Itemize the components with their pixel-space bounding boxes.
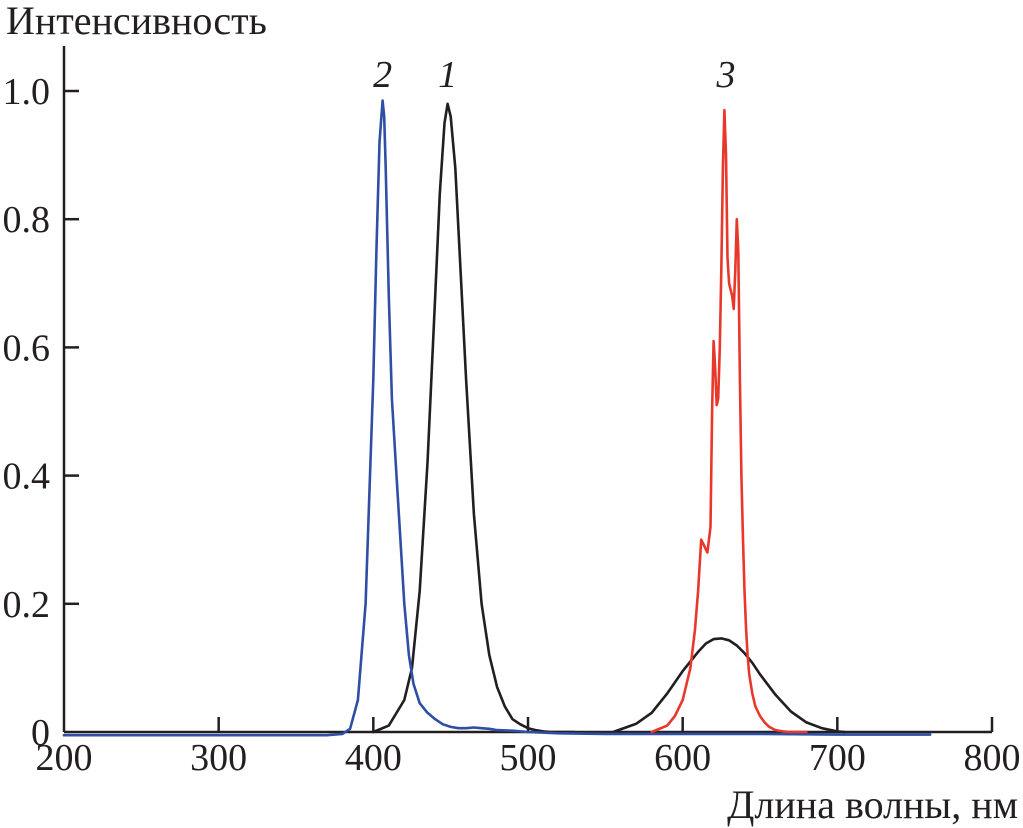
series-line-2 — [62, 99, 932, 737]
x-tick-label: 800 — [964, 737, 1021, 779]
y-axis-title: Интенсивность — [6, 0, 267, 43]
x-tick-label: 700 — [809, 737, 866, 779]
x-tick-label: 300 — [190, 737, 247, 779]
series-lines — [62, 99, 932, 737]
series-label-1: 1 — [438, 54, 457, 96]
x-tick-label: 600 — [654, 737, 711, 779]
series-label-2: 2 — [373, 54, 392, 96]
y-tick-label: 0 — [31, 712, 50, 754]
y-tick-label: 0.8 — [3, 199, 51, 241]
y-tick-label: 0.6 — [3, 327, 51, 369]
series-line-1 — [371, 102, 576, 734]
x-tick-label: 500 — [500, 737, 557, 779]
series-line-3 — [650, 108, 808, 734]
y-tick-label: 0.2 — [3, 584, 51, 626]
y-tick-label: 1.0 — [3, 71, 51, 113]
x-tick-label: 400 — [345, 737, 402, 779]
x-axis-title: Длина волны, нм — [727, 782, 1018, 827]
series-line-1 — [611, 637, 847, 734]
axis-ticks: 200 300 400 500 600 700 800 0 0.2 0.4 0.6 0.8 1.0 — [3, 71, 1021, 779]
x-tick-label: 200 — [36, 737, 93, 779]
y-tick-label: 0.4 — [3, 456, 51, 498]
series-label-3: 3 — [715, 54, 735, 96]
chart-labels: 2 1 3 — [373, 54, 735, 96]
